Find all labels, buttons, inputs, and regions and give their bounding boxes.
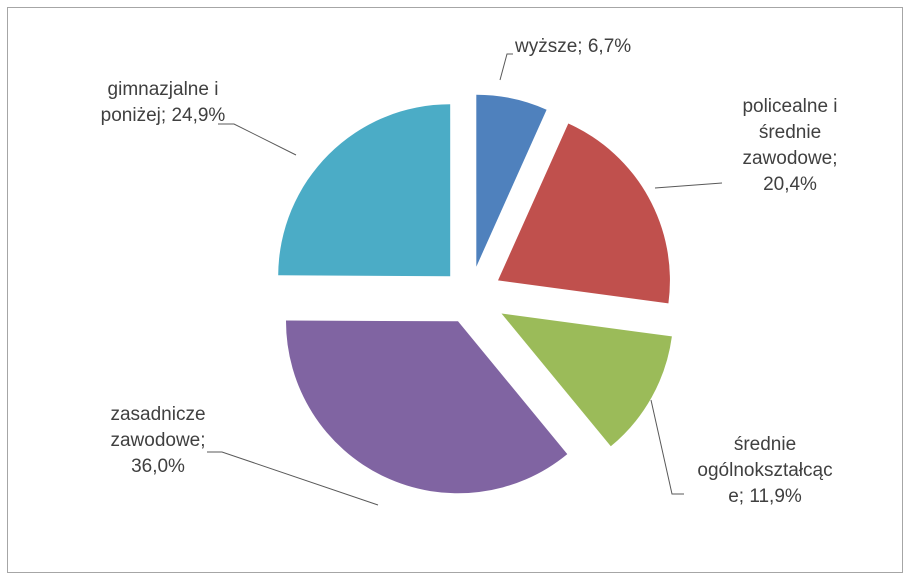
data-label-line: e; 11,9% bbox=[728, 486, 802, 507]
leader-line-5 bbox=[218, 123, 297, 156]
leader-line-4 bbox=[207, 451, 379, 506]
data-label-line: 36,0% bbox=[131, 456, 185, 477]
data-label-line: poniżej; 24,9% bbox=[101, 105, 226, 126]
data-label-2: policealne i średnie zawodowe; 20,4% bbox=[742, 96, 837, 195]
pie-slice-4 bbox=[285, 320, 568, 494]
leader-lines bbox=[207, 53, 723, 506]
data-labels: wyższe; 6,7% policealne i średnie zawodowe;… bbox=[101, 36, 838, 507]
leader-line-3 bbox=[650, 399, 684, 495]
data-label-line: gimnazjalne i bbox=[108, 79, 219, 100]
pie-slice-3 bbox=[501, 313, 672, 447]
data-label-line: 20,4% bbox=[763, 174, 817, 195]
pie-slice-2 bbox=[498, 123, 670, 304]
data-label-line: średnie bbox=[734, 434, 796, 455]
data-label-5: gimnazjalne i poniżej; 24,9% bbox=[101, 79, 226, 126]
data-label-4: zasadnicze zawodowe; 36,0% bbox=[110, 404, 205, 477]
pie-slices bbox=[278, 94, 672, 494]
data-label-line: wyższe; 6,7% bbox=[514, 36, 631, 57]
leader-line-1 bbox=[499, 53, 513, 81]
pie-slice-1 bbox=[476, 94, 547, 267]
data-label-line: zasadnicze bbox=[110, 404, 205, 425]
data-label-line: średnie bbox=[759, 122, 821, 143]
data-label-line: zawodowe; bbox=[742, 148, 837, 169]
data-label-3: średnie ogólnokształcąc e; 11,9% bbox=[697, 434, 832, 507]
data-label-1: wyższe; 6,7% bbox=[514, 36, 631, 57]
leader-line-2 bbox=[654, 182, 723, 189]
data-label-line: zawodowe; bbox=[110, 430, 205, 451]
data-label-line: ogólnokształcąc bbox=[697, 460, 832, 481]
data-label-line: policealne i bbox=[742, 96, 837, 117]
pie-slice-5 bbox=[278, 104, 451, 277]
